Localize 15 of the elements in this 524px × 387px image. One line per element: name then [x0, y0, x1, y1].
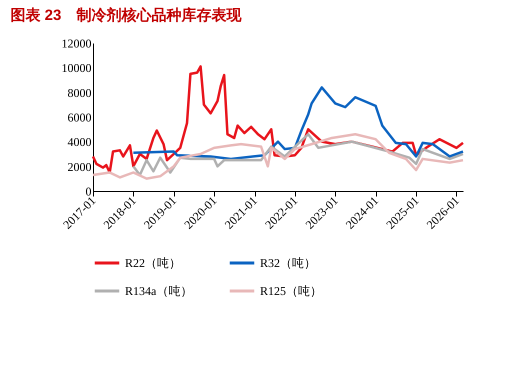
legend-label: R22（吨）	[125, 256, 182, 270]
y-tick-label: 12000	[62, 36, 92, 50]
y-tick-label: 0	[86, 184, 92, 198]
line-series	[132, 133, 464, 176]
y-tick-label: 4000	[68, 135, 92, 150]
legend-label: R125（吨）	[260, 284, 322, 298]
y-tick-label: 2000	[68, 160, 92, 174]
chart-title: 图表 23 制冷剂核心品种库存表现	[10, 6, 242, 24]
y-tick-label: 8000	[68, 86, 92, 100]
legend-label: R32（吨）	[260, 256, 316, 270]
y-tick-label: 10000	[62, 61, 92, 76]
y-tick-label: 6000	[68, 110, 92, 124]
line-series	[92, 133, 464, 180]
legend-label: R134a（吨）	[125, 284, 192, 298]
line-series	[132, 86, 464, 160]
